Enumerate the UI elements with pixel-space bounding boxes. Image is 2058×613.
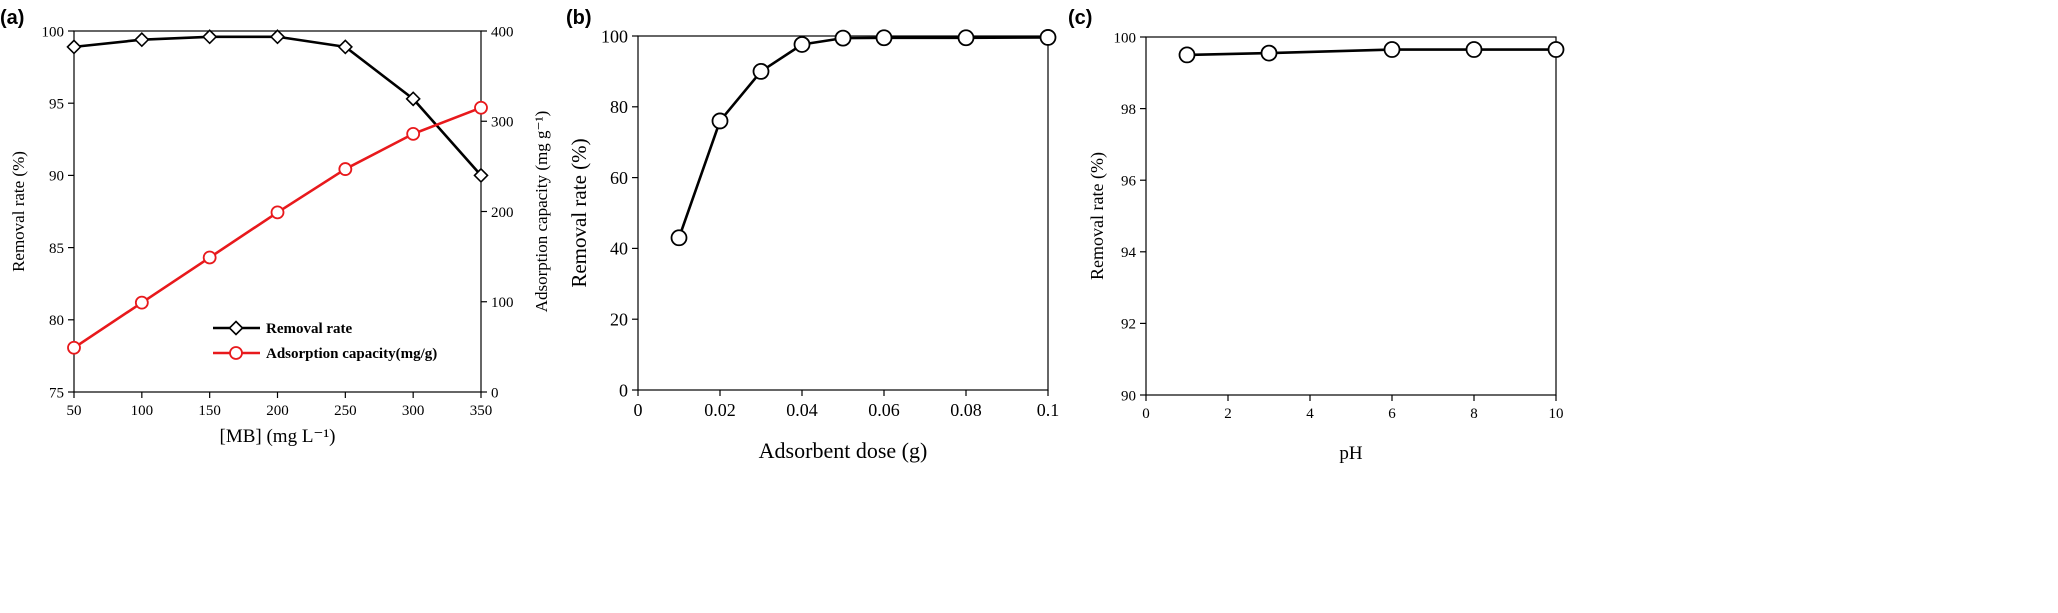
data-point <box>670 229 688 247</box>
y-tick-label: 80 <box>610 97 628 117</box>
y-axis-label: Removal rate (%) <box>567 138 591 287</box>
y-tick-label: 96 <box>1121 173 1137 189</box>
series-1 <box>66 29 489 184</box>
x-tick-label: 0.04 <box>786 400 818 420</box>
y-right-tick-label: 0 <box>491 385 499 401</box>
chart-panel-3: (c) 0 2 4 6 8 10 90 92 94 96 98 100 pH Removal rate (%… <box>1068 7 1565 464</box>
x-tick-label: 2 <box>1224 406 1232 422</box>
y-right-axis-label: Adsorption capacity (mg g⁻¹) <box>532 111 551 313</box>
data-point <box>66 39 82 55</box>
x-axis-label: Adsorbent dose (g) <box>759 438 928 463</box>
y-tick-label: 75 <box>49 385 64 401</box>
data-point <box>1465 41 1483 58</box>
x-tick-label: 0.06 <box>868 400 900 420</box>
y-right-tick-label: 400 <box>491 24 514 40</box>
series-line <box>73 35 482 177</box>
data-point <box>474 100 488 115</box>
panel-label: (a) <box>0 7 24 29</box>
series-1 <box>1178 41 1565 64</box>
data-point <box>1260 44 1278 62</box>
y-tick-label: 90 <box>49 169 64 185</box>
x-tick-label: 0 <box>634 400 643 420</box>
data-point <box>711 112 729 130</box>
data-point <box>134 295 149 310</box>
data-point <box>1547 41 1565 58</box>
data-point <box>473 167 489 184</box>
x-tick-label: 4 <box>1306 406 1314 422</box>
y-tick-label: 90 <box>1121 388 1136 404</box>
data-point <box>134 32 150 48</box>
y-tick-label: 85 <box>49 241 64 257</box>
y-tick-label: 94 <box>1121 245 1137 261</box>
data-point <box>337 39 353 55</box>
legend-marker <box>229 346 243 360</box>
series-1 <box>670 29 1057 247</box>
y-tick-label: 80 <box>49 313 64 329</box>
y-axis-label: Removal rate (%) <box>1087 152 1108 280</box>
y-right-tick-label: 100 <box>491 295 514 311</box>
series-2 <box>67 100 488 355</box>
x-tick-label: 50 <box>67 403 82 419</box>
x-tick-label: 0.08 <box>950 400 982 420</box>
series-line <box>677 36 1049 239</box>
x-tick-label: 250 <box>334 403 357 419</box>
data-point <box>1039 29 1057 46</box>
x-tick-label: 300 <box>402 403 425 419</box>
x-tick-label: 200 <box>266 403 289 419</box>
y-right-tick-label: 300 <box>491 115 514 131</box>
y-tick-label: 100 <box>601 26 628 46</box>
data-point <box>752 63 770 80</box>
legend-label: Adsorption capacity(mg/g) <box>266 346 437 362</box>
x-tick-label: 350 <box>470 403 493 419</box>
x-tick-label: 10 <box>1549 406 1564 422</box>
x-tick-label: 8 <box>1470 406 1478 422</box>
x-tick-label: 6 <box>1388 406 1396 422</box>
plot-frame <box>637 35 1049 391</box>
series-line <box>73 106 482 349</box>
x-axis-label: pH <box>1339 443 1363 464</box>
y-tick-label: 20 <box>610 310 628 330</box>
legend-marker <box>228 320 244 336</box>
data-point <box>875 29 893 47</box>
chart-panel-2: (b) 0 0.02 0.04 0.06 0.08 0.1 0 20 40 60 80 100 Adsor… <box>566 7 1059 463</box>
y-tick-label: 100 <box>42 24 65 40</box>
data-point <box>270 205 285 220</box>
data-point <box>202 250 217 265</box>
data-point <box>405 91 421 107</box>
y-tick-label: 100 <box>1114 30 1137 46</box>
legend: Removal rate Adsorption capacity(mg/g) <box>213 320 437 362</box>
panel-label: (b) <box>566 7 592 29</box>
data-point <box>834 29 852 47</box>
series-line <box>1186 48 1556 57</box>
y-tick-label: 0 <box>619 380 628 400</box>
legend-label: Removal rate <box>266 321 353 337</box>
y-tick-label: 40 <box>610 239 628 259</box>
y-axis-label: Removal rate (%) <box>9 151 28 272</box>
data-point <box>338 162 353 176</box>
data-point <box>269 29 286 45</box>
data-point <box>793 36 811 53</box>
panel-label: (c) <box>1068 7 1092 29</box>
y-tick-label: 92 <box>1121 317 1136 333</box>
data-point <box>1178 46 1196 64</box>
x-tick-label: 150 <box>198 403 221 419</box>
data-point <box>406 126 421 141</box>
y-right-tick-label: 200 <box>491 205 514 221</box>
y-tick-label: 95 <box>49 96 64 112</box>
y-tick-label: 98 <box>1121 102 1136 118</box>
chart-panel-1: (a) 50 100 150 200 250 300 350 75 80 85 90 95 100 0 100… <box>0 7 551 447</box>
data-point <box>1383 41 1401 58</box>
y-tick-label: 60 <box>610 168 628 188</box>
x-axis-label: [MB] (mg L⁻¹) <box>220 426 336 447</box>
x-tick-label: 0.02 <box>704 400 736 420</box>
x-tick-label: 100 <box>131 403 154 419</box>
data-point <box>957 29 975 47</box>
x-tick-label: 0.1 <box>1037 400 1060 420</box>
x-tick-label: 0 <box>1142 406 1150 422</box>
plot-frame <box>1145 36 1557 396</box>
data-point <box>67 340 81 355</box>
data-point <box>202 29 218 45</box>
